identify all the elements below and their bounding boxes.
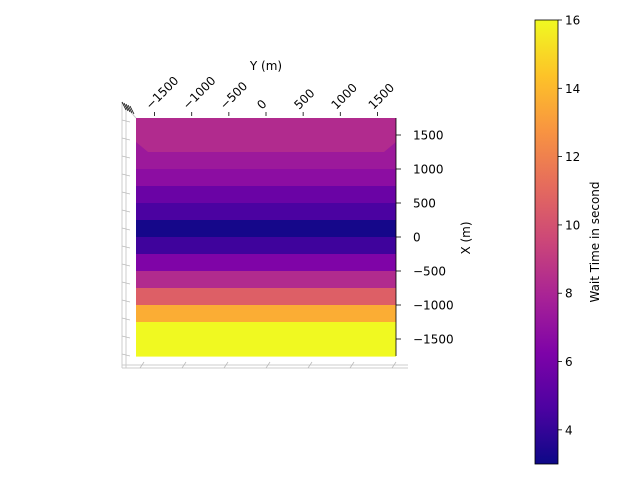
- x-tick-label: 500: [291, 86, 317, 112]
- surface-band-6: [136, 237, 396, 255]
- colorbar-label: Wait Time in second: [588, 181, 602, 302]
- pane-tick: [121, 353, 131, 357]
- colorbar-tick-label: 10: [565, 218, 580, 232]
- surface-plot: [136, 118, 396, 357]
- x-tick-label: 1500: [366, 81, 397, 112]
- corner-tick: [123, 102, 129, 112]
- surface-band-8: [136, 271, 396, 289]
- pane-tick: [307, 361, 313, 369]
- pane-tick: [349, 361, 355, 369]
- corner-tick: [121, 101, 127, 111]
- surface-band-2: [136, 169, 396, 187]
- surface-band-0: [136, 118, 396, 153]
- pane-tick: [121, 173, 131, 177]
- pane-tick: [121, 137, 131, 141]
- surface-corner-left: [136, 142, 148, 152]
- surface-band-9: [136, 288, 396, 306]
- surface-band-3: [136, 186, 396, 204]
- corner-tick: [127, 104, 133, 114]
- pane-tick: [391, 361, 397, 369]
- corner-tick: [125, 103, 131, 113]
- surface-corner-right: [384, 142, 396, 152]
- pane-tick: [121, 281, 131, 285]
- colorbar-tick-label: 12: [565, 150, 580, 164]
- pane-tick: [121, 299, 131, 303]
- colorbar-tick-label: 4: [565, 423, 573, 437]
- pane-tick: [121, 245, 131, 249]
- pane-tick: [121, 191, 131, 195]
- left-pane-ticks: [121, 101, 135, 357]
- y-tick-label: 1500: [413, 129, 444, 143]
- y-tick-label: 500: [413, 197, 436, 211]
- x-tick-label: 0: [254, 97, 269, 112]
- surface-band-5: [136, 220, 396, 238]
- pane-tick: [121, 227, 131, 231]
- pane-tick: [265, 361, 271, 369]
- colorbar-tick-label: 16: [565, 14, 580, 28]
- x-tick-label: −500: [217, 79, 250, 112]
- pane-tick: [223, 361, 229, 369]
- colorbar-tick-label: 6: [565, 355, 573, 369]
- colorbar-tick-label: 14: [565, 82, 580, 96]
- y-tick-label: −500: [413, 265, 446, 279]
- y-tick-label: −1000: [413, 299, 454, 313]
- x-tick-label: 1000: [329, 81, 360, 112]
- surface-band-1: [136, 152, 396, 170]
- pane-tick: [121, 155, 131, 159]
- pane-tick: [121, 317, 131, 321]
- surface-band-7: [136, 254, 396, 272]
- x-tick-label: −1500: [143, 74, 182, 113]
- right-axis: 1500 1000 500 0 −500 −1000 −1500: [395, 118, 454, 356]
- pane-edges: [121, 101, 408, 369]
- x-axis-label: Y (m): [249, 59, 282, 73]
- y-tick-label: 0: [413, 231, 421, 245]
- surface-band-4: [136, 203, 396, 221]
- y-tick-label: 1000: [413, 163, 444, 177]
- pane-tick: [121, 263, 131, 267]
- bottom-pane-ticks: [139, 361, 397, 369]
- pane-tick: [121, 119, 131, 123]
- pane-tick: [139, 361, 145, 369]
- y-tick-label: −1500: [413, 333, 454, 347]
- pane-tick: [121, 209, 131, 213]
- pane-tick: [121, 335, 131, 339]
- colorbar: [534, 19, 559, 465]
- top-axis: −1500−1000−500 0 500 1000 1500: [143, 74, 397, 116]
- colorbar-tick-label: 8: [565, 287, 573, 301]
- colorbar-ticks: 4 6 8 10 12 14 16: [558, 14, 580, 437]
- pane-tick: [181, 361, 187, 369]
- surface-band-11: [136, 322, 396, 357]
- y-axis-label: X (m): [459, 221, 473, 254]
- x-tick-label: −1000: [180, 74, 219, 113]
- corner-tick: [129, 105, 135, 115]
- surface-band-10: [136, 305, 396, 323]
